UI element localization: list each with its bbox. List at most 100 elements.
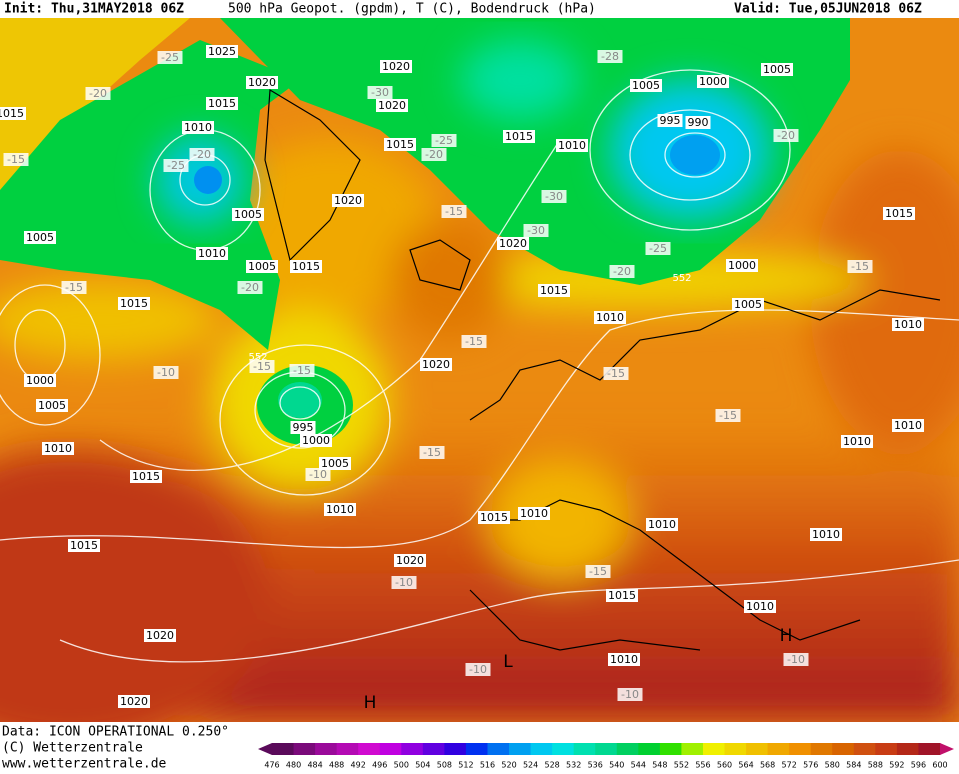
- isobar-label-box: [0, 107, 26, 120]
- temperature-label: -10: [621, 688, 639, 701]
- colorbar-label: 552: [674, 761, 689, 770]
- isobar-label-box: [630, 79, 662, 92]
- isobar-label-box: [892, 318, 924, 331]
- isobar-label: 1005: [38, 399, 66, 412]
- colorbar-label: 504: [415, 761, 430, 770]
- colorbar-label: 520: [501, 761, 516, 770]
- isobar-label: 1010: [648, 518, 676, 531]
- header-band: [0, 0, 959, 18]
- isobar-label-box: [732, 298, 764, 311]
- isobar-label: 1005: [321, 457, 349, 470]
- isobar-label: 1015: [292, 260, 320, 273]
- isobar-label-box: [394, 554, 426, 567]
- colorbar-swatch: [422, 743, 445, 755]
- temperature-label: -15: [445, 205, 463, 218]
- colorbar-swatch: [315, 743, 338, 755]
- colorbar-label: 500: [394, 761, 409, 770]
- init-time: Init: Thu,31MAY2018 06Z: [4, 2, 184, 17]
- temperature-label-box: [421, 148, 447, 161]
- isobar-label-box: [497, 237, 529, 250]
- isobar-label: 1010: [596, 311, 624, 324]
- temperature-label: -25: [167, 159, 185, 172]
- product-title: 500 hPa Geopot. (gpdm), T (C), Bodendruc…: [228, 2, 596, 17]
- colorbar-label: 508: [437, 761, 452, 770]
- temperature-label-box: [419, 446, 445, 459]
- colorbar-swatch: [336, 743, 359, 755]
- colorbar-swatch: [379, 743, 402, 755]
- isobar-label-box: [380, 60, 412, 73]
- temperature-label: -15: [607, 367, 625, 380]
- colorbar-label: 536: [588, 761, 603, 770]
- temperature-label: -25: [435, 134, 453, 147]
- temperature-label: -10: [309, 468, 327, 481]
- temperature-label-box: [367, 86, 393, 99]
- temperature-label: -30: [527, 224, 545, 237]
- isobar-label: 1005: [632, 79, 660, 92]
- colorbar-label: 560: [717, 761, 732, 770]
- temperature-label: -15: [253, 360, 271, 373]
- colorbar-label: 596: [911, 761, 926, 770]
- colorbar-swatch: [681, 743, 704, 755]
- isobar-label-box: [841, 435, 873, 448]
- colorbar-label: 484: [307, 761, 322, 770]
- colorbar-swatch: [293, 743, 316, 755]
- isobar-label-box: [883, 207, 915, 220]
- temperature-label-box: [715, 409, 741, 422]
- isobar-label-box: [118, 297, 150, 310]
- colorbar-label: 584: [846, 761, 861, 770]
- colorbar-arrow: [940, 743, 954, 755]
- yellow-band: [0, 18, 190, 260]
- isobar-label: 1010: [44, 442, 72, 455]
- temperature-label: -10: [787, 653, 805, 666]
- colorbar-swatch: [853, 743, 876, 755]
- isobar-label: 1020: [499, 237, 527, 250]
- isobar-label: 1020: [248, 76, 276, 89]
- temperature-label: -15: [465, 335, 483, 348]
- temperature-label: -25: [649, 242, 667, 255]
- valid-time: Valid: Tue,05JUN2018 06Z: [734, 2, 922, 17]
- isobar-label-box: [246, 260, 278, 273]
- temperature-label-box: [189, 148, 215, 161]
- colorbar-label: 528: [544, 761, 559, 770]
- temperature-label: -30: [545, 190, 563, 203]
- temperature-label-box: [3, 153, 29, 166]
- pressure-center: L: [503, 652, 513, 672]
- isobar-label: 1010: [184, 121, 212, 134]
- isobar-label: 1005: [234, 208, 262, 221]
- isobar-label-box: [503, 130, 535, 143]
- isobar-label: 1015: [885, 207, 913, 220]
- colorbar-swatch: [401, 743, 424, 755]
- colorbar-label: 588: [868, 761, 883, 770]
- isobar-label-box: [556, 139, 588, 152]
- colorbar-label: 556: [695, 761, 710, 770]
- isobar-label-box: [290, 260, 322, 273]
- temperature-label-box: [305, 468, 331, 481]
- colorbar-label: 496: [372, 761, 387, 770]
- isobar-label-box: [594, 311, 626, 324]
- isobar-label-box: [24, 231, 56, 244]
- isobar-label: 1005: [734, 298, 762, 311]
- temperature-label-box: [603, 367, 629, 380]
- temperature-label-box: [783, 653, 809, 666]
- colorbar-swatch: [918, 743, 941, 755]
- temperature-label: -15: [293, 364, 311, 377]
- temperature-label: -10: [469, 663, 487, 676]
- temperature-label-box: [541, 190, 567, 203]
- isobar-label-box: [697, 75, 729, 88]
- temperature-label: -20: [193, 148, 211, 161]
- colorbar-swatch: [638, 743, 661, 755]
- cold-core: [194, 166, 222, 194]
- temperature-label-box: [523, 224, 549, 237]
- temperature-label-box: [847, 260, 873, 273]
- isobar-label: 1010: [812, 528, 840, 541]
- temperature-label: -15: [65, 281, 83, 294]
- cold-cores: [155, 40, 770, 225]
- colorbar-swatch: [875, 743, 898, 755]
- temperature-label: -15: [423, 446, 441, 459]
- height-label: 552: [672, 273, 691, 284]
- colorbar-label: 572: [782, 761, 797, 770]
- temperature-label: -10: [157, 366, 175, 379]
- isobar-label-box: [384, 138, 416, 151]
- temperature-label-box: [85, 87, 111, 100]
- colorbar-label: 532: [566, 761, 581, 770]
